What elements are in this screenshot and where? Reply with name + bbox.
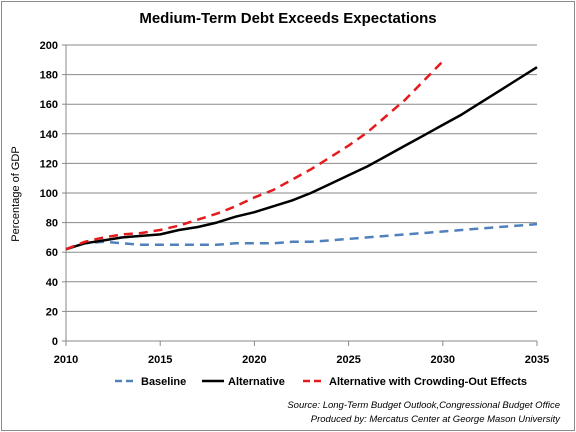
series-line-1	[65, 66, 538, 251]
x-tick-label: 2025	[336, 354, 360, 366]
x-tick-labels: 2010 2015 2020 2025 2030 2035	[54, 354, 549, 366]
y-tick-label: 160	[40, 99, 58, 111]
y-tick-label: 40	[46, 277, 58, 289]
x-tick-label: 2030	[431, 354, 455, 366]
source-note: Source: Long-Term Budget Outlook,Congres…	[287, 400, 560, 411]
x-tick-label: 2010	[54, 354, 78, 366]
y-axis-label: Percentage of GDP	[10, 146, 22, 241]
legend-label: Alternative	[228, 376, 285, 388]
axes	[62, 44, 538, 346]
y-tick-label: 0	[52, 336, 58, 348]
y-tick-label: 200	[40, 40, 58, 52]
series-lines	[65, 60, 538, 251]
y-tick-label: 140	[40, 129, 58, 141]
y-tick-label: 180	[40, 70, 58, 82]
x-tick-label: 2020	[242, 354, 266, 366]
y-tick-label: 20	[46, 306, 58, 318]
legend-label: Alternative with Crowding-Out Effects	[329, 376, 527, 388]
x-tick-label: 2015	[148, 354, 172, 366]
gridlines	[66, 44, 537, 312]
chart-title: Medium-Term Debt Exceeds Expectations	[139, 10, 436, 27]
series-line-0	[65, 222, 538, 251]
y-tick-label: 60	[46, 247, 58, 259]
producer-note: Produced by: Mercatus Center at George M…	[311, 414, 561, 425]
y-tick-labels: 0 20 40 60 80 100 120 140 160 180 200	[40, 40, 58, 348]
y-tick-label: 80	[46, 218, 58, 230]
y-tick-label: 100	[40, 188, 58, 200]
legend-label: Baseline	[141, 376, 186, 388]
x-tick-label: 2035	[525, 354, 549, 366]
series-line-2	[65, 60, 444, 251]
y-tick-label: 120	[40, 158, 58, 170]
legend: Baseline Alternative Alternative with Crow…	[115, 376, 527, 388]
